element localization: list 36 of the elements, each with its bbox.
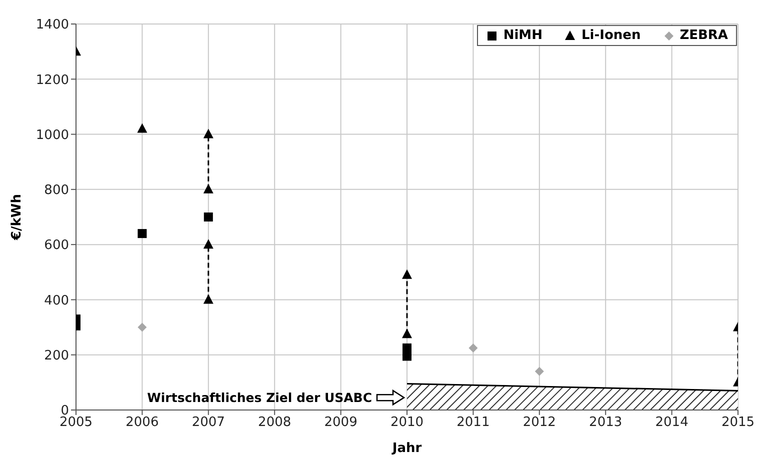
x-tick-label: 2014 xyxy=(655,415,688,430)
point xyxy=(203,294,214,304)
y-tick-label: 1200 xyxy=(36,72,69,88)
x-tick-label: 2011 xyxy=(456,415,490,430)
x-tick-label: 2009 xyxy=(324,415,358,430)
y-tick-label: 800 xyxy=(44,183,69,198)
point xyxy=(203,239,214,249)
x-tick-label: 2012 xyxy=(522,415,556,430)
annotation: Wirtschaftliches Ziel der USABC xyxy=(147,390,372,406)
x-tick-label: 2013 xyxy=(589,415,622,430)
y-tick-label: 1000 xyxy=(36,128,69,143)
point xyxy=(203,184,214,194)
x-tick-label: 2010 xyxy=(390,415,424,430)
point xyxy=(534,366,544,376)
y-tick-label: 400 xyxy=(44,293,69,308)
point xyxy=(402,328,412,338)
point xyxy=(468,343,478,352)
y-tick-label: 1400 xyxy=(36,18,69,33)
x-axis-title: Jahr xyxy=(391,441,422,456)
x-tick-label: 2006 xyxy=(126,415,159,430)
point xyxy=(204,212,213,222)
legend-label: ZEBRA xyxy=(680,28,728,43)
x-tick-label: 2015 xyxy=(721,415,755,430)
legend-label: NiMH xyxy=(503,28,542,43)
point xyxy=(203,128,214,138)
y-axis-title: €/kWh xyxy=(10,194,25,242)
x-tick-label: 2008 xyxy=(258,415,292,430)
x-tick-label: 2007 xyxy=(192,415,225,430)
point xyxy=(137,123,148,133)
point xyxy=(138,322,147,332)
y-tick-label: 200 xyxy=(44,348,69,364)
point xyxy=(402,269,412,279)
point xyxy=(402,352,412,361)
point xyxy=(138,229,147,238)
y-tick-label: 600 xyxy=(44,238,69,254)
legend-label: Li-Ionen xyxy=(581,28,641,43)
